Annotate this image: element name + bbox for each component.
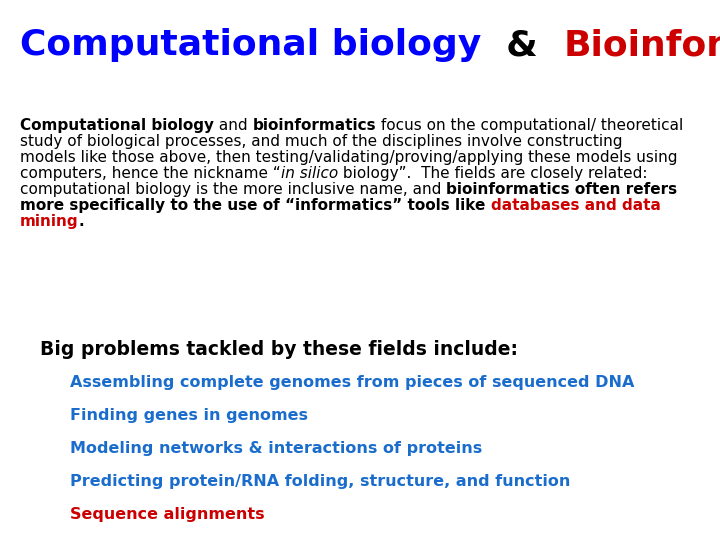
- Text: and: and: [214, 118, 253, 133]
- Text: Computational biology: Computational biology: [20, 28, 481, 62]
- Text: databases and data: databases and data: [490, 198, 660, 213]
- Text: bioinformatics often refers: bioinformatics often refers: [446, 182, 678, 197]
- Text: Bioinformatics: Bioinformatics: [563, 28, 720, 62]
- Text: Computational biology: Computational biology: [20, 118, 214, 133]
- Text: Sequence alignments: Sequence alignments: [70, 507, 265, 522]
- Text: in silico: in silico: [281, 166, 338, 181]
- Text: study of biological processes, and much of the disciplines involve constructing: study of biological processes, and much …: [20, 134, 623, 149]
- Text: bioinformatics: bioinformatics: [253, 118, 376, 133]
- Text: computational biology is the more inclusive name, and: computational biology is the more inclus…: [20, 182, 446, 197]
- Text: Predicting protein/RNA folding, structure, and function: Predicting protein/RNA folding, structur…: [70, 474, 570, 489]
- Text: mining: mining: [20, 214, 78, 229]
- Text: Assembling complete genomes from pieces of sequenced DNA: Assembling complete genomes from pieces …: [70, 375, 634, 390]
- Text: Big problems tackled by these fields include:: Big problems tackled by these fields inc…: [40, 340, 518, 359]
- Text: biology”.  The fields are closely related:: biology”. The fields are closely related…: [338, 166, 647, 181]
- Text: Finding genes in genomes: Finding genes in genomes: [70, 408, 308, 423]
- Text: .: .: [78, 214, 84, 229]
- Text: models like those above, then testing/validating/proving/applying these models u: models like those above, then testing/va…: [20, 150, 678, 165]
- Text: computers, hence the nickname “: computers, hence the nickname “: [20, 166, 281, 181]
- Text: Modeling networks & interactions of proteins: Modeling networks & interactions of prot…: [70, 441, 482, 456]
- Text: focus on the computational/ theoretical: focus on the computational/ theoretical: [376, 118, 683, 133]
- Text: more specifically to the use of “informatics” tools like: more specifically to the use of “informa…: [20, 198, 490, 213]
- Text: &: &: [481, 28, 563, 62]
